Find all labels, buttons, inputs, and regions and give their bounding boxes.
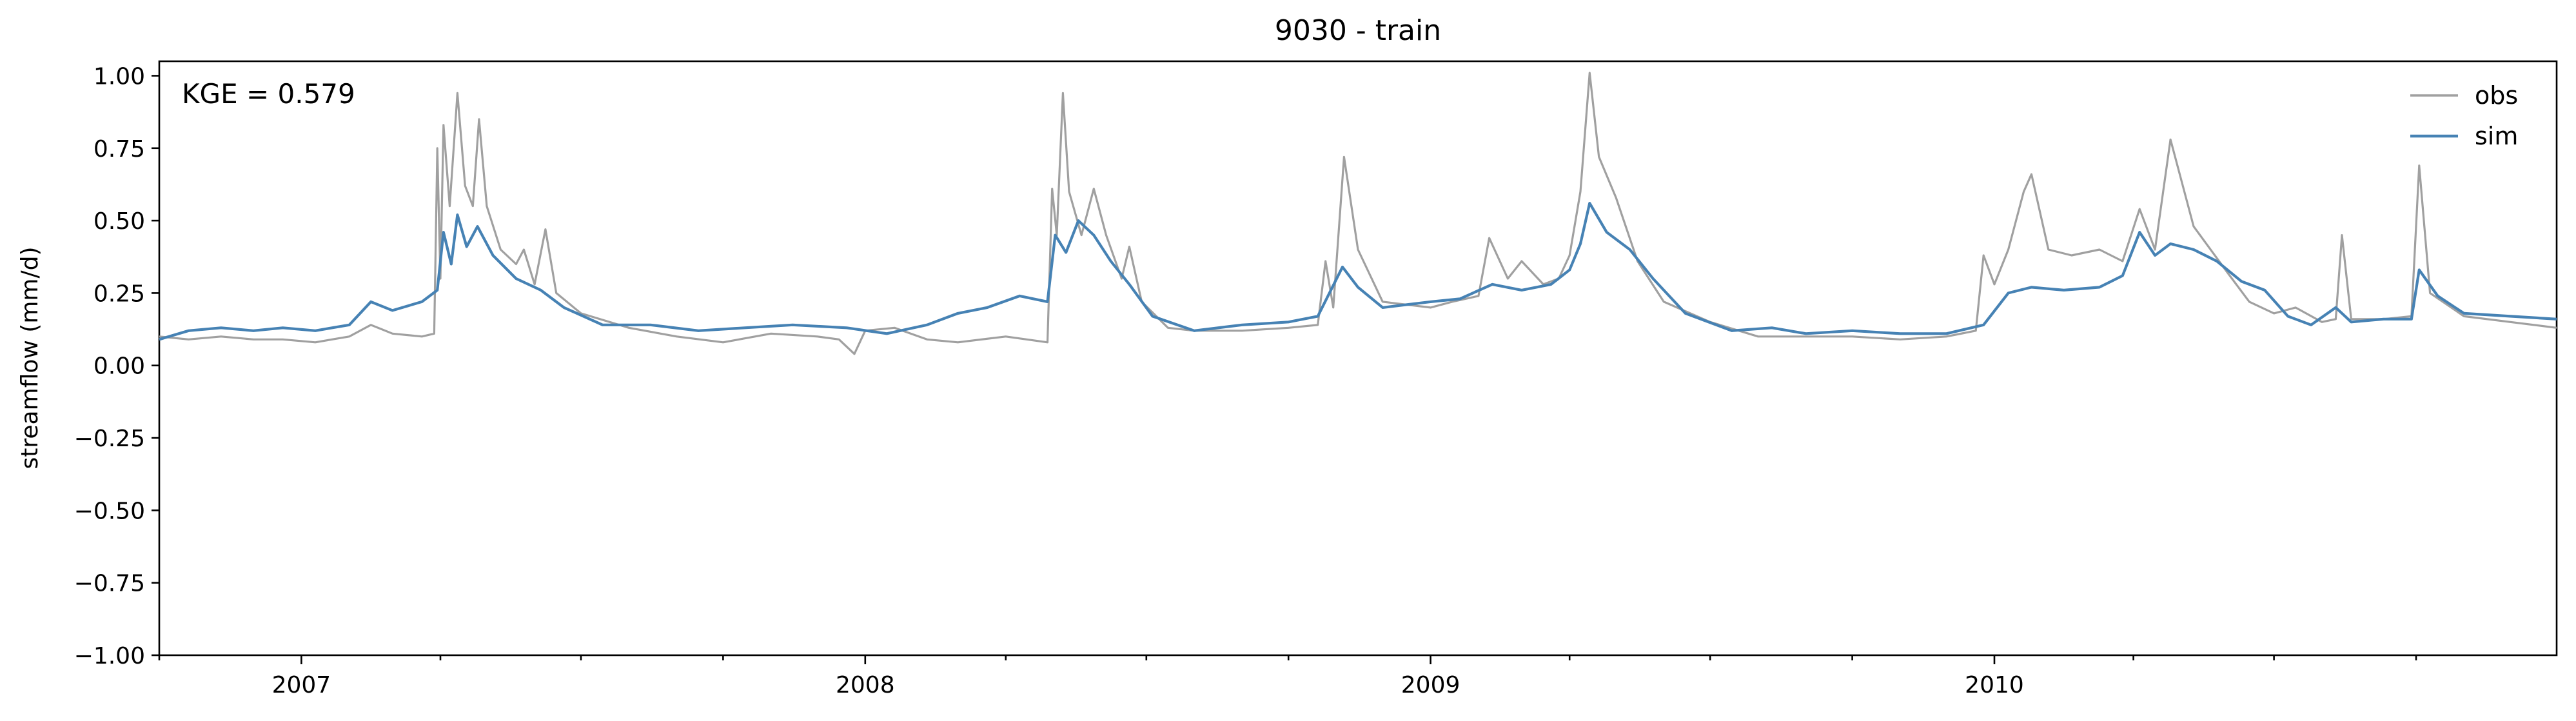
y-tick-label: 0.25 — [93, 281, 145, 307]
y-tick-label: −0.25 — [74, 426, 145, 452]
y-tick-label: 0.75 — [93, 136, 145, 163]
series-line-obs — [159, 72, 2557, 355]
chart-title: 9030 - train — [1275, 14, 1441, 47]
legend-label-obs: obs — [2475, 81, 2518, 110]
series-line-sim — [159, 202, 2557, 341]
y-tick-label: −1.00 — [74, 643, 145, 669]
legend-label-sim: sim — [2475, 122, 2518, 150]
plot-frame — [158, 60, 2558, 657]
kge-annotation: KGE = 0.579 — [182, 78, 355, 110]
y-axis: −1.00 −0.75 −0.50 −0.25 0.00 0.25 0.50 0.75 1.00 — [74, 63, 159, 669]
y-tick-label: −0.75 — [74, 571, 145, 597]
x-axis: 2007 2008 2009 2010 — [158, 655, 2417, 698]
y-tick-label: 0.50 — [93, 208, 145, 235]
x-tick-label: 2008 — [836, 672, 895, 698]
x-tick-label: 2007 — [272, 672, 331, 698]
x-tick-label: 2010 — [1965, 672, 2024, 698]
y-tick-label: 1.00 — [93, 63, 145, 90]
x-tick-label: 2009 — [1401, 672, 1460, 698]
y-tick-label: 0.00 — [93, 353, 145, 380]
y-tick-label: −0.50 — [74, 498, 145, 524]
series-layer — [159, 72, 2557, 355]
legend: obs sim — [2410, 81, 2518, 150]
y-axis-label: streamflow (mm/d) — [17, 247, 43, 469]
